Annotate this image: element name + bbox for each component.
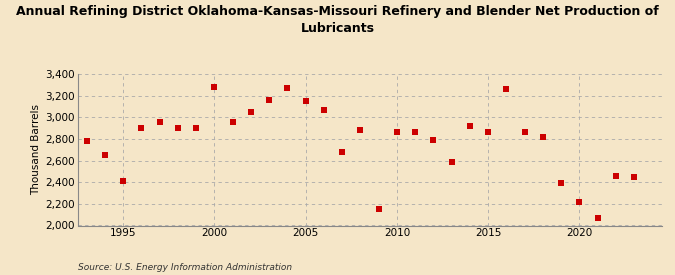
Point <box>446 160 457 164</box>
Point <box>428 138 439 142</box>
Point <box>628 175 639 179</box>
Point <box>136 126 147 130</box>
Point <box>282 86 293 90</box>
Text: Annual Refining District Oklahoma-Kansas-Missouri Refinery and Blender Net Produ: Annual Refining District Oklahoma-Kansas… <box>16 6 659 34</box>
Point <box>100 153 111 158</box>
Point <box>155 120 165 124</box>
Point <box>483 129 493 134</box>
Point <box>410 129 421 134</box>
Point <box>300 99 311 103</box>
Point <box>519 129 530 134</box>
Point <box>118 179 129 183</box>
Y-axis label: Thousand Barrels: Thousand Barrels <box>31 104 41 195</box>
Text: Source: U.S. Energy Information Administration: Source: U.S. Energy Information Administ… <box>78 263 292 272</box>
Point <box>373 207 384 211</box>
Point <box>82 139 92 144</box>
Point <box>337 150 348 154</box>
Point <box>319 108 329 112</box>
Point <box>209 85 220 89</box>
Point <box>355 128 366 133</box>
Point <box>264 98 275 102</box>
Point <box>173 126 184 130</box>
Point <box>574 200 585 204</box>
Point <box>556 181 566 185</box>
Point <box>592 216 603 220</box>
Point <box>392 129 402 134</box>
Point <box>227 120 238 124</box>
Point <box>464 124 475 128</box>
Point <box>537 135 548 139</box>
Point <box>610 174 621 178</box>
Point <box>246 110 256 114</box>
Point <box>501 87 512 92</box>
Point <box>191 126 202 130</box>
